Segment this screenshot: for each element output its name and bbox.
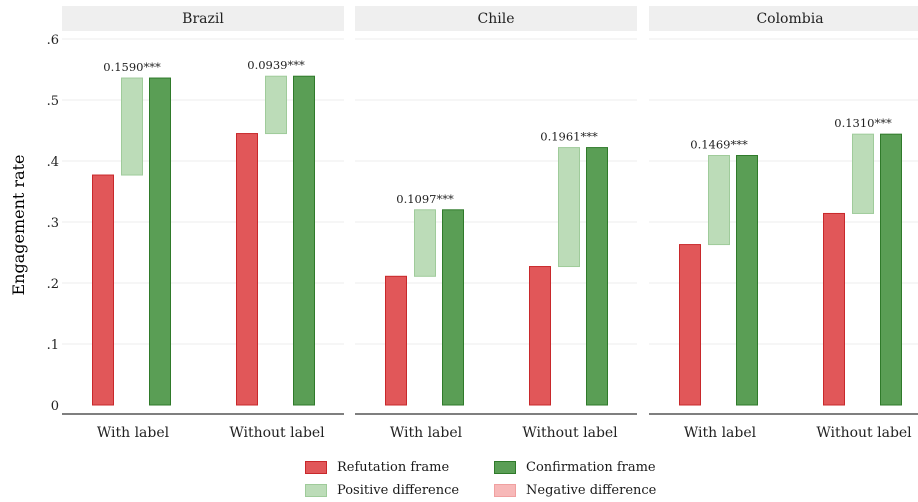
bar-refutation-chile-with-label — [385, 275, 407, 406]
bar-difference-brazil-with-label — [121, 77, 143, 176]
difference-label-brazil-without-label: 0.0939*** — [247, 58, 305, 72]
x-tick-label-colombia-without-label: Without label — [816, 425, 912, 441]
difference-label-brazil-with-label: 0.1590*** — [103, 60, 161, 74]
x-tick-label-chile-with-label: With label — [390, 425, 463, 441]
y-axis-label: Engagement rate — [9, 154, 28, 295]
bar-difference-chile-without-label — [558, 147, 580, 268]
y-tick-label: 0 — [51, 399, 59, 414]
bar-refutation-colombia-with-label — [679, 244, 701, 406]
difference-label-colombia-without-label: 0.1310*** — [834, 116, 892, 130]
legend-label-refutation: Refutation frame — [337, 460, 450, 475]
bar-confirmation-colombia-with-label — [736, 155, 758, 406]
legend-swatch-confirmation — [494, 461, 516, 474]
x-tick-label-colombia-with-label: With label — [684, 425, 757, 441]
difference-label-chile-with-label: 0.1097*** — [396, 192, 454, 206]
legend: Refutation frame Confirmation frame Posi… — [0, 456, 918, 502]
bar-refutation-brazil-with-label — [92, 174, 114, 406]
faceted-bar-chart: Engagement rate 0 .1 .2 .3 .4 .5 .6 Brazil 0.159… — [9, 6, 918, 441]
legend-label-positive: Positive difference — [337, 483, 460, 498]
bar-difference-colombia-without-label — [852, 133, 874, 214]
difference-label-colombia-with-label: 0.1469*** — [690, 138, 748, 152]
y-tick-label: .4 — [47, 155, 59, 170]
x-tick-label-brazil-with-label: With label — [97, 425, 170, 441]
y-tick-label: .2 — [47, 277, 59, 292]
facet-title-brazil: Brazil — [182, 11, 224, 27]
legend-item-negative: Negative difference — [494, 483, 656, 498]
bar-difference-chile-with-label — [414, 209, 436, 277]
facet-strip-brazil — [62, 6, 344, 31]
bar-confirmation-chile-with-label — [442, 209, 464, 406]
bar-difference-brazil-without-label — [265, 75, 287, 135]
x-tick-label-chile-without-label: Without label — [522, 425, 618, 441]
bar-confirmation-brazil-without-label — [293, 75, 315, 406]
legend-swatch-refutation — [305, 461, 327, 474]
bar-confirmation-chile-without-label — [586, 147, 608, 406]
legend-swatch-positive — [305, 484, 327, 497]
facet-title-chile: Chile — [478, 11, 515, 27]
difference-label-chile-without-label: 0.1961*** — [540, 130, 598, 144]
legend-item-confirmation: Confirmation frame — [494, 460, 656, 475]
legend-label-negative: Negative difference — [526, 483, 657, 498]
facet-strip-colombia — [649, 6, 918, 31]
plot-area: 0 .1 .2 .3 .4 .5 .6 Brazil 0.1590*** With label 0.… — [47, 6, 918, 441]
y-tick-label: .5 — [47, 94, 59, 109]
bar-confirmation-colombia-without-label — [880, 133, 902, 406]
bar-refutation-colombia-without-label — [823, 212, 845, 406]
y-tick-label: .6 — [47, 33, 59, 48]
bar-refutation-chile-without-label — [529, 266, 551, 406]
legend-item-positive: Positive difference — [305, 483, 459, 498]
y-tick-label: .3 — [47, 216, 59, 231]
x-tick-label-brazil-without-label: Without label — [229, 425, 325, 441]
legend-swatch-negative — [494, 484, 516, 497]
bar-confirmation-brazil-with-label — [149, 77, 171, 406]
legend-item-refutation: Refutation frame — [305, 460, 449, 475]
y-tick-label: .1 — [47, 338, 59, 353]
bar-refutation-brazil-without-label — [236, 133, 258, 406]
bar-difference-colombia-with-label — [708, 155, 730, 246]
legend-label-confirmation: Confirmation frame — [526, 460, 656, 475]
facet-title-colombia: Colombia — [756, 11, 823, 27]
facet-strip-chile — [355, 6, 637, 31]
